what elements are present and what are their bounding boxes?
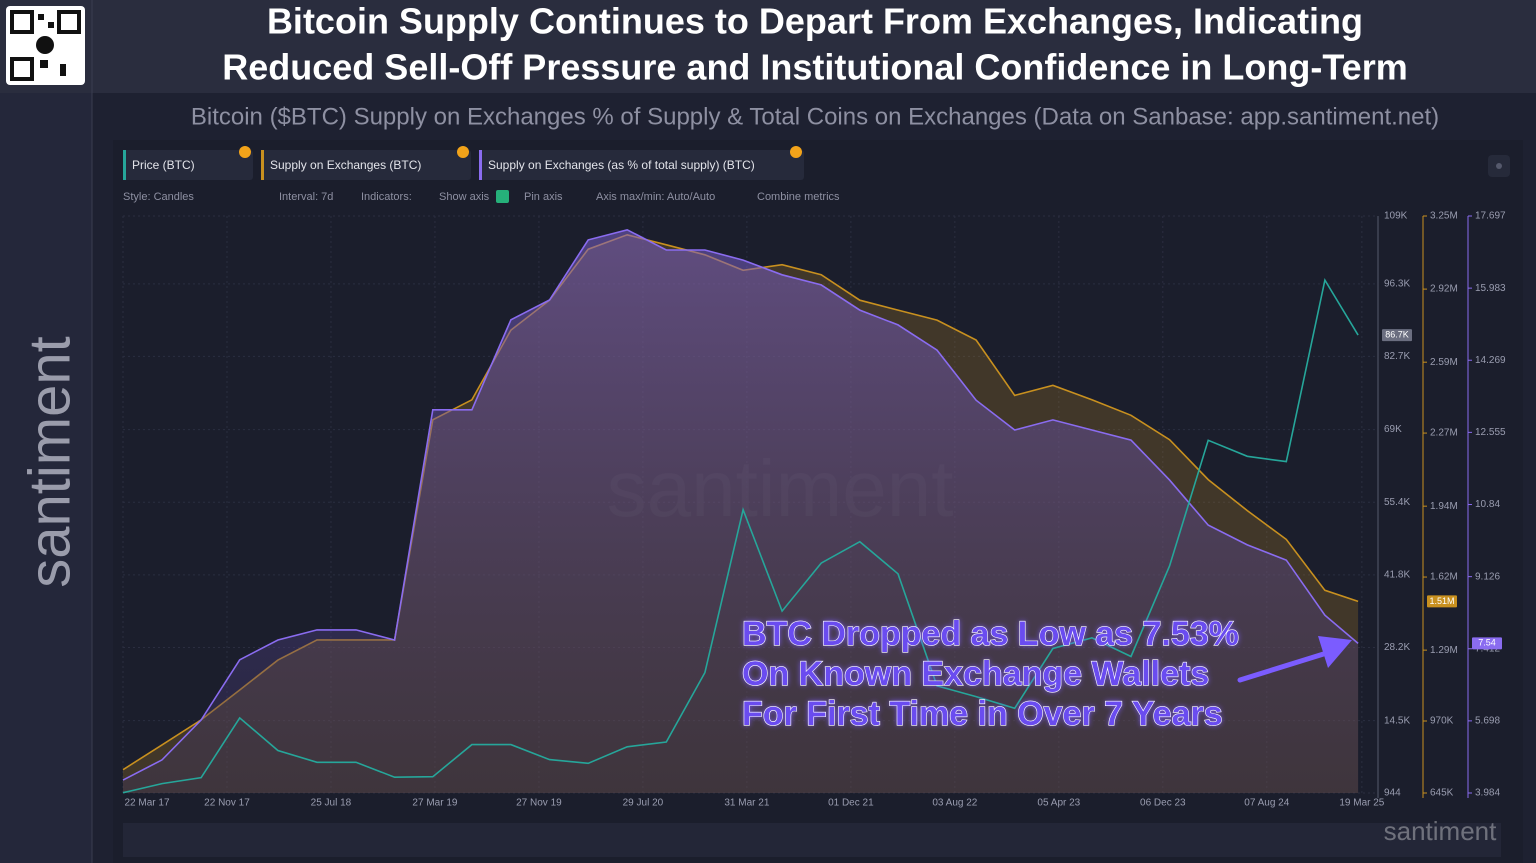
annotation-text: For First Time in Over 7 Years [742,695,1223,733]
settings-dot [1496,163,1502,169]
metric-tab-color [479,150,482,180]
annotation-arrowhead [1318,636,1352,668]
series-area [123,229,1359,794]
annotation-glow: For First Time in Over 7 Years [742,695,1223,733]
last-value-label: 86.7K [1385,329,1409,339]
y3-tick-label: 9.126 [1475,571,1500,582]
x-tick-label: 25 Jul 18 [311,798,352,809]
toolbar-item[interactable]: Combine metrics [757,191,840,203]
last-value-badge [1382,329,1412,342]
metric-tab-label: Price (BTC) [132,158,195,172]
metric-tab-label: Supply on Exchanges (as % of total suppl… [488,158,755,172]
y-tick-label: 109K [1384,211,1408,222]
annotation-arrow [1237,649,1333,683]
toolbar-item[interactable]: Interval: 7d [279,191,333,203]
y3-tick-label: 5.698 [1475,716,1500,727]
y2-tick-label: 1.29M [1430,645,1458,656]
y-tick-label: 96.3K [1384,278,1410,289]
series-line [122,277,1359,794]
metric-tab-label: Supply on Exchanges (BTC) [270,158,421,172]
toolbar-item[interactable]: Show axis [439,191,490,203]
annotation-text: BTC Dropped as Low as 7.53% [742,615,1239,653]
header-band [0,0,1536,93]
chart-title: Bitcoin Supply Continues to Depart From … [267,1,1363,42]
y3-tick-label: 17.697 [1475,211,1506,222]
y3-tick-label: 10.84 [1475,499,1500,510]
x-tick-label: 07 Aug 24 [1244,798,1289,809]
x-tick-label: 31 Mar 21 [724,798,769,809]
annotation-text: On Known Exchange Wallets [742,655,1209,693]
x-tick-label: 27 Nov 19 [516,798,562,809]
x-tick-label: 27 Mar 19 [412,798,457,809]
annotation-glow: On Known Exchange Wallets [742,655,1209,693]
y-tick-label: 41.8K [1384,569,1410,580]
x-tick-label: 22 Nov 17 [204,798,250,809]
x-tick-label: 01 Dec 21 [828,798,874,809]
metric-tab-color [123,150,126,180]
y3-tick-label: 12.555 [1475,427,1506,438]
x-tick-label: 05 Apr 23 [1037,798,1080,809]
x-tick-label: 06 Dec 23 [1140,798,1186,809]
metric-tab-color [261,150,264,180]
y2-tick-label: 2.92M [1430,284,1458,295]
last-value-badge [1427,595,1457,608]
y2-tick-label: 1.94M [1430,501,1458,512]
last-value-label: 7.54 [1478,638,1496,648]
y2-tick-label: 1.62M [1430,572,1458,583]
y2-tick-label: 2.27M [1430,428,1458,439]
y-tick-label: 28.2K [1384,642,1410,653]
y2-tick-label: 645K [1430,788,1454,799]
y-tick-label: 14.5K [1384,715,1410,726]
y-tick-label: 944 [1384,788,1401,799]
series-line [122,228,1359,781]
toolbar-item[interactable]: Style: Candles [123,191,194,203]
metric-tab[interactable] [479,150,804,180]
x-tick-label: 19 Mar 25 [1339,798,1384,809]
x-tick-label: 22 Mar 17 [124,798,169,809]
x-tick-label: 03 Aug 22 [932,798,977,809]
navigator [123,823,1501,857]
y-tick-label: 55.4K [1384,497,1410,508]
brand-logo: santiment [17,336,82,587]
annotation-glow: BTC Dropped as Low as 7.53% [742,615,1239,653]
toolbar-item[interactable]: Axis max/min: Auto/Auto [596,191,715,203]
checkbox[interactable] [496,190,509,203]
y2-tick-label: 2.59M [1430,357,1458,368]
metric-tab-badge [239,146,251,158]
toolbar-item[interactable]: Pin axis [524,191,563,203]
chart-subtitle: Bitcoin ($BTC) Supply on Exchanges % of … [191,103,1439,130]
chart-title: Reduced Sell-Off Pressure and Institutio… [222,47,1407,88]
qr-code [6,6,85,85]
y3-tick-label: 14.269 [1475,355,1506,366]
metric-tab[interactable] [123,150,253,180]
last-value-badge [1472,637,1502,650]
navigator-watermark: santiment [1384,816,1497,846]
x-tick-label: 29 Jul 20 [623,798,664,809]
toolbar-item[interactable]: Indicators: [361,191,412,203]
y2-tick-label: 970K [1430,716,1454,727]
y2-tick-label: 3.25M [1430,211,1458,222]
metric-tab[interactable] [261,150,471,180]
metric-tab-badge [790,146,802,158]
y-tick-label: 69K [1384,424,1402,435]
sidebar [0,93,92,863]
y3-tick-label: 15.983 [1475,283,1506,294]
last-value-label: 1.51M [1429,596,1454,606]
y3-tick-label: 3.984 [1475,788,1500,799]
metric-tab-badge [457,146,469,158]
y-tick-label: 82.7K [1384,351,1410,362]
